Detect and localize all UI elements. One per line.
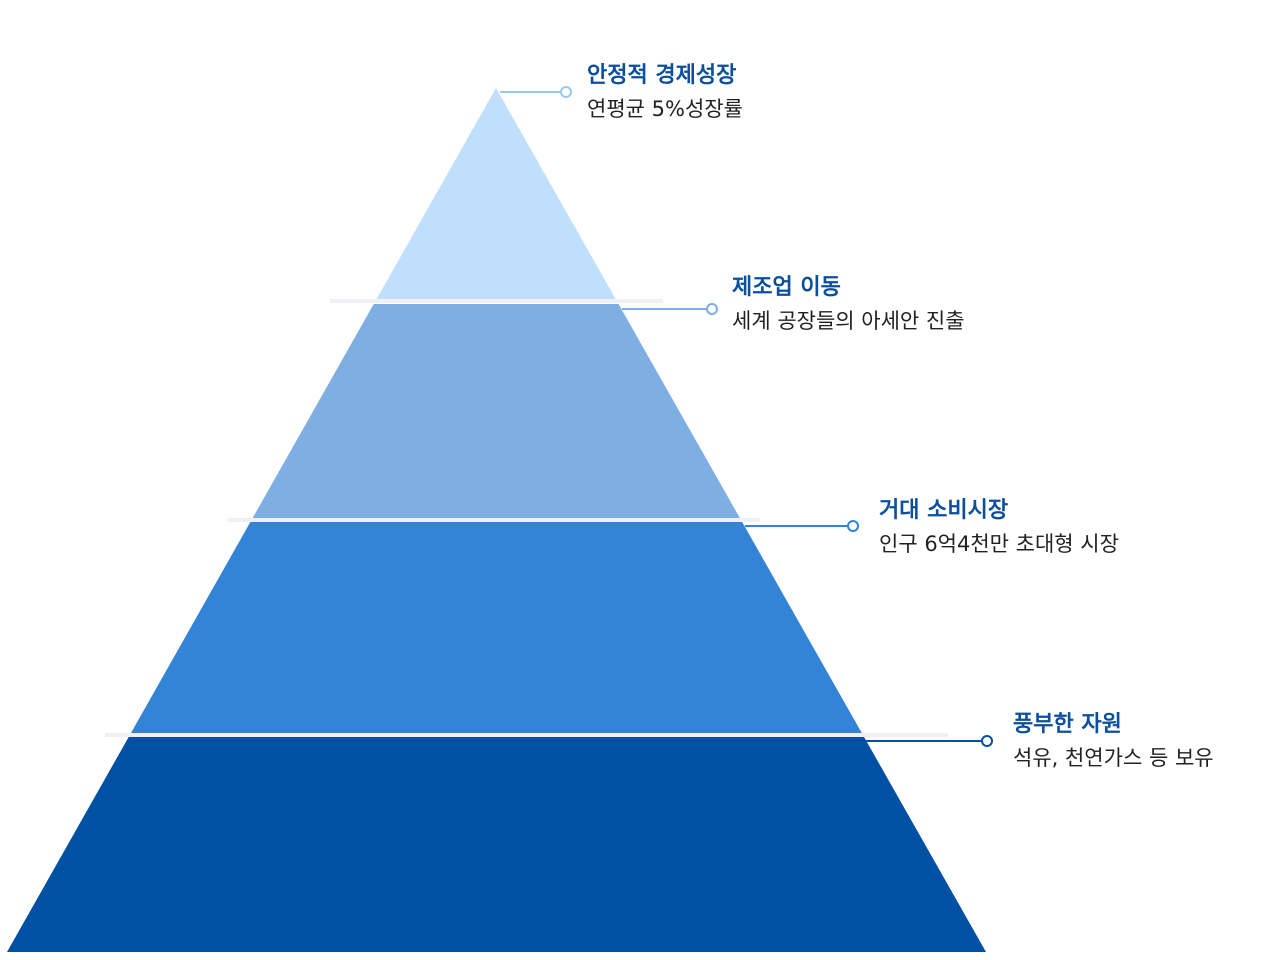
- connector-dot: [706, 303, 718, 315]
- connector-dot: [560, 86, 572, 98]
- connector-dot: [847, 520, 859, 532]
- level-title: 제조업 이동: [732, 275, 841, 300]
- pyramid-level: [7, 737, 986, 952]
- level-description: 석유, 천연가스 등 보유: [1013, 746, 1214, 770]
- level-description: 인구 6억4천만 초대형 시장: [879, 532, 1119, 556]
- level-title: 풍부한 자원: [1013, 712, 1122, 737]
- level-title: 안정적 경제성장: [587, 63, 736, 88]
- pyramid-level: [252, 304, 740, 518]
- pyramid-level: [376, 88, 617, 300]
- level-description: 세계 공장들의 아세안 진출: [732, 309, 965, 333]
- connector-dot: [981, 735, 993, 747]
- level-description: 연평균 5%성장률: [587, 97, 743, 121]
- level-title: 거대 소비시장: [879, 498, 1008, 523]
- pyramid-level: [130, 522, 862, 733]
